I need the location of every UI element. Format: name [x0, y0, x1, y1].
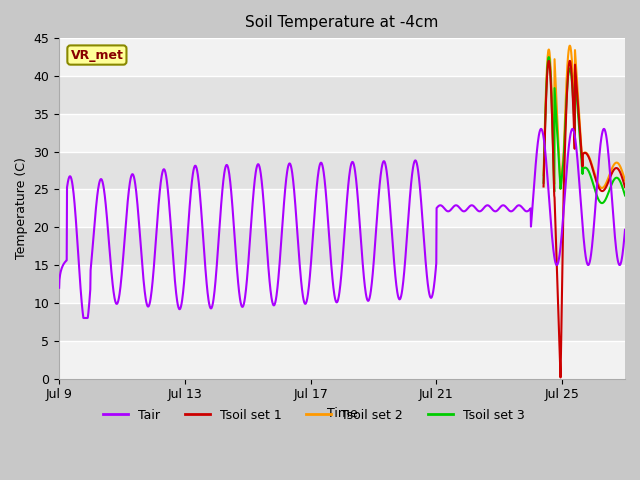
- X-axis label: Time: Time: [326, 407, 358, 420]
- Bar: [59, 152, 625, 190]
- Title: Soil Temperature at -4cm: Soil Temperature at -4cm: [245, 15, 439, 30]
- Bar: [59, 303, 625, 341]
- Bar: [59, 265, 625, 303]
- Bar: [59, 190, 625, 227]
- Text: VR_met: VR_met: [70, 48, 124, 61]
- Bar: [59, 114, 625, 152]
- Bar: [59, 341, 625, 379]
- Y-axis label: Temperature (C): Temperature (C): [15, 157, 28, 259]
- Bar: [59, 227, 625, 265]
- Bar: [59, 38, 625, 76]
- Bar: [59, 76, 625, 114]
- Legend: Tair, Tsoil set 1, Tsoil set 2, Tsoil set 3: Tair, Tsoil set 1, Tsoil set 2, Tsoil se…: [98, 404, 530, 427]
